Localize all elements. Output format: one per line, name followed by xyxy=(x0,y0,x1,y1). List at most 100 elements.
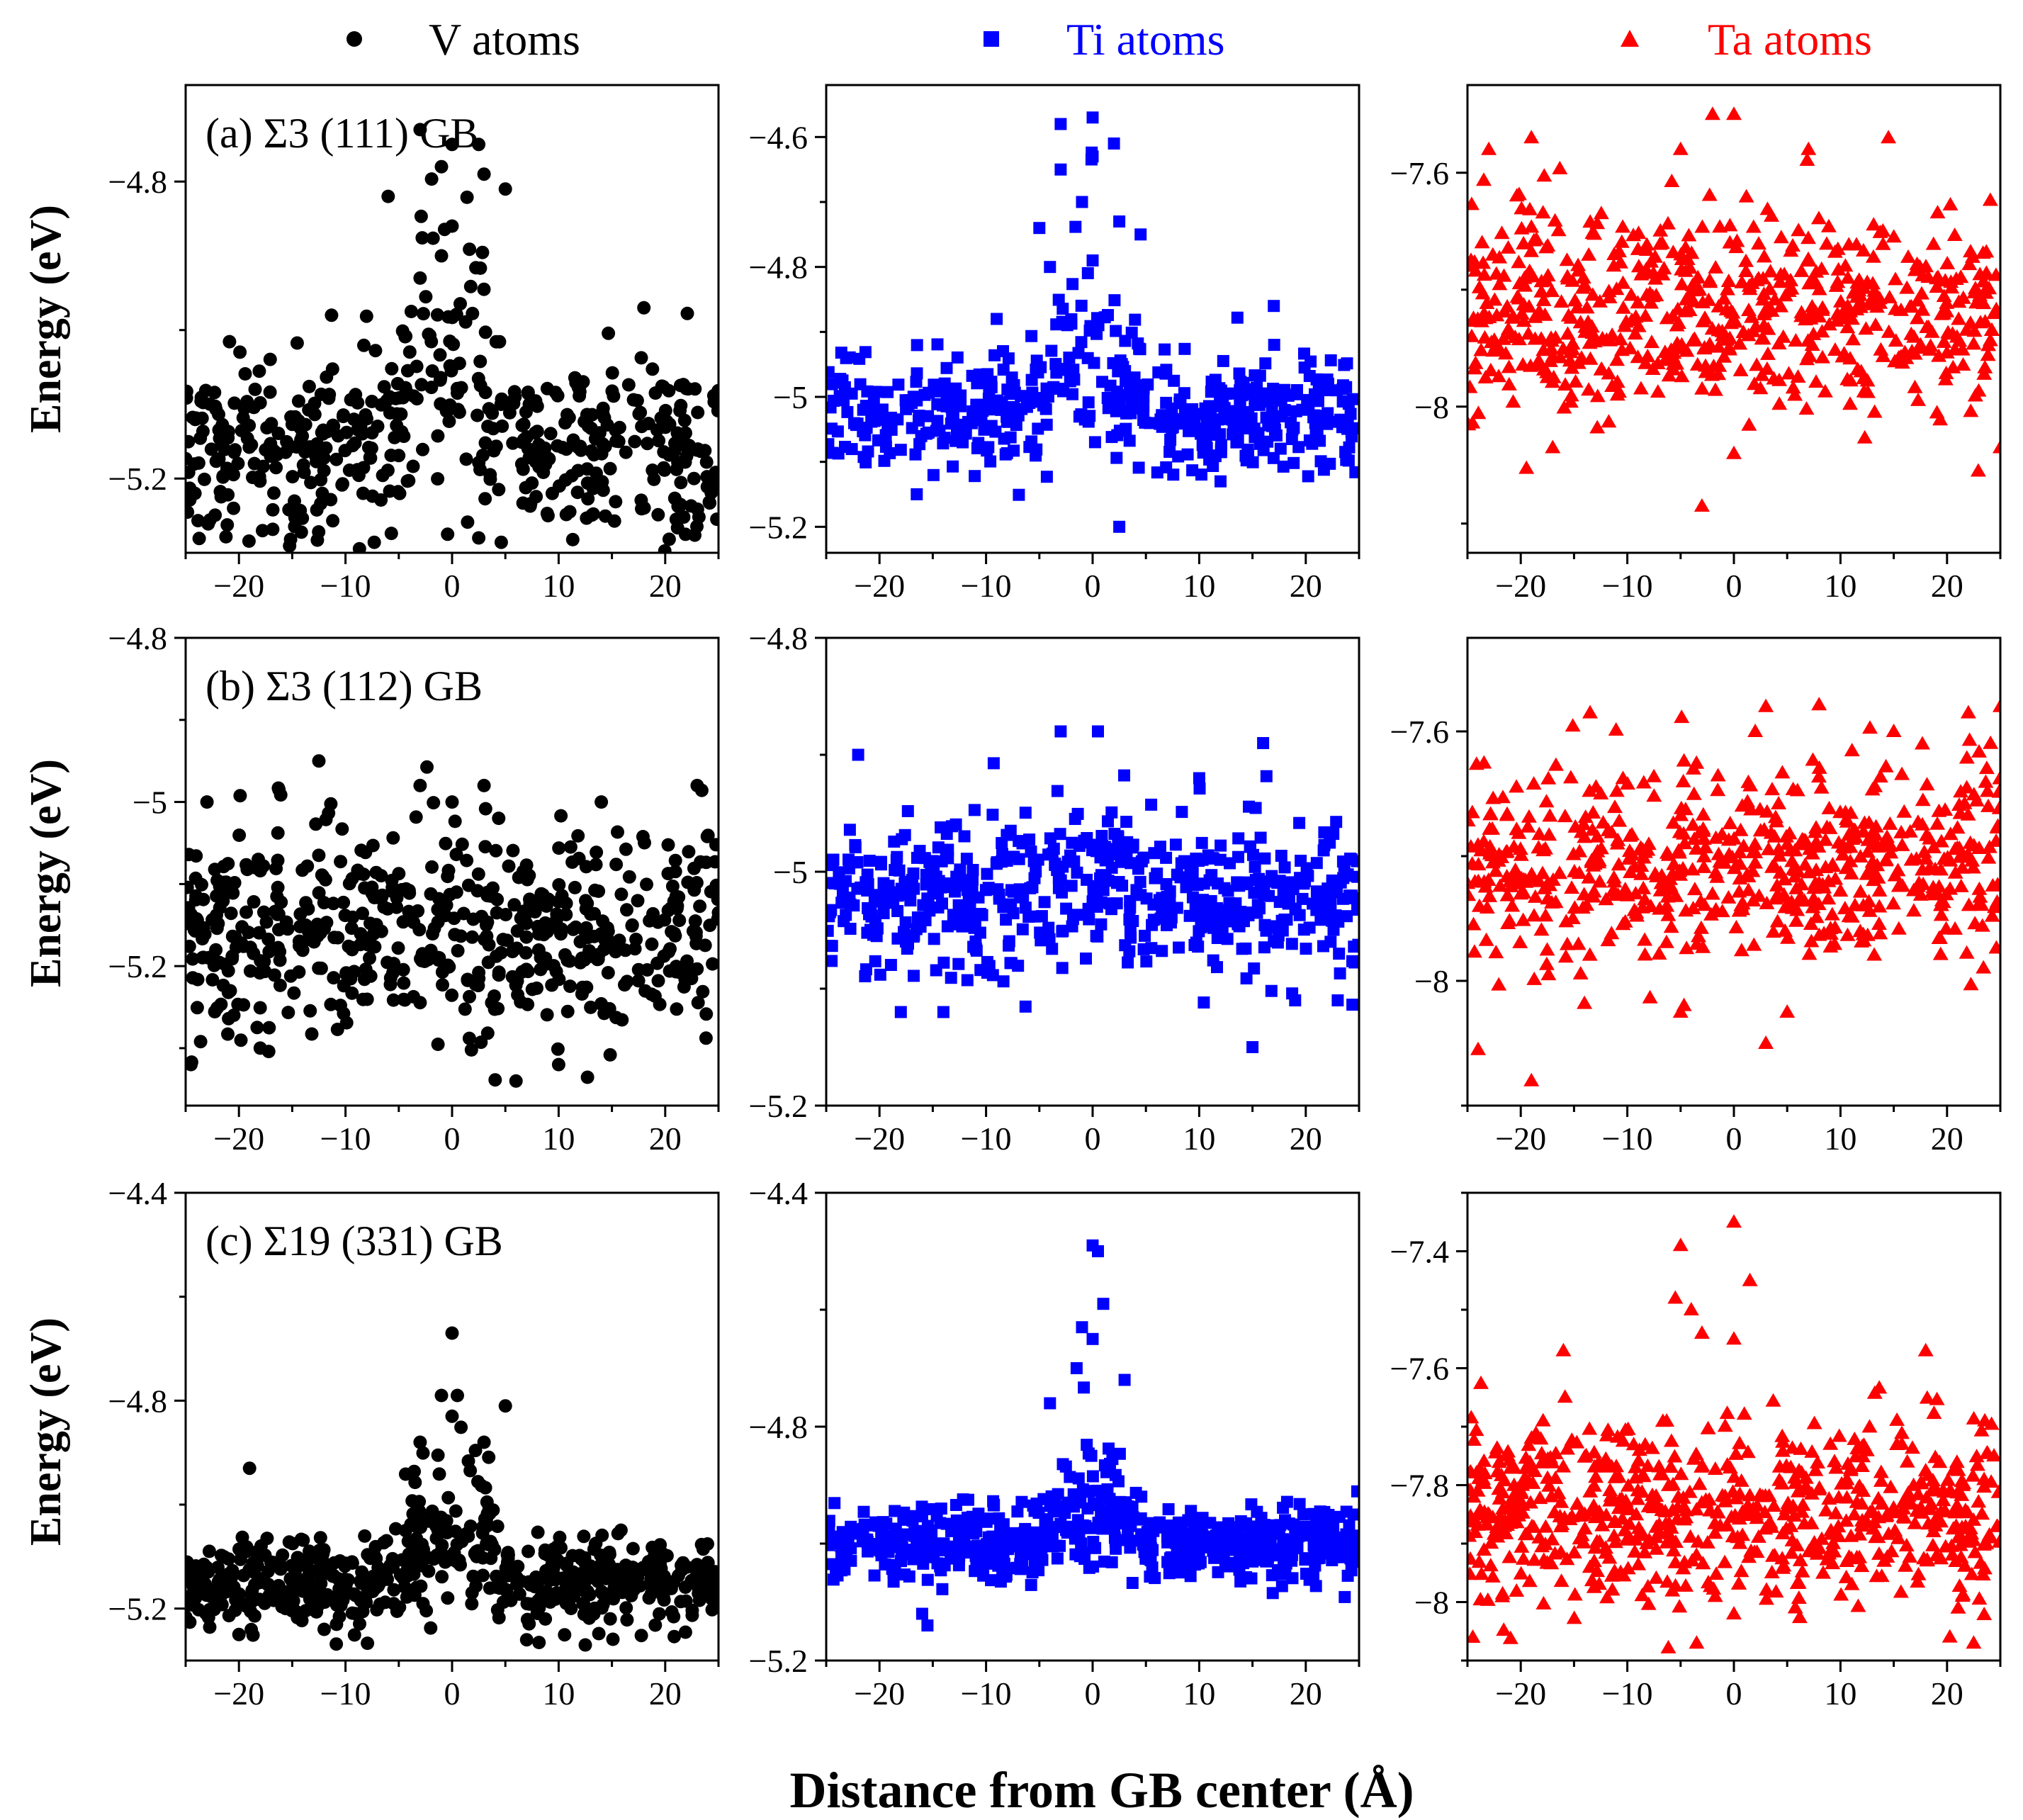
data-point xyxy=(303,926,317,940)
data-point xyxy=(1105,806,1118,819)
data-point xyxy=(1783,272,1799,286)
data-point xyxy=(1144,1554,1157,1566)
data-point xyxy=(496,933,510,947)
data-point xyxy=(1810,897,1827,911)
data-point xyxy=(509,978,523,992)
data-point xyxy=(1785,781,1801,795)
data-point xyxy=(1495,790,1511,804)
data-point xyxy=(1275,394,1287,407)
data-point xyxy=(1088,436,1101,449)
data-point xyxy=(540,381,554,395)
data-point xyxy=(1253,437,1266,450)
data-point xyxy=(615,1013,629,1027)
data-point xyxy=(1602,332,1618,347)
data-point xyxy=(1019,807,1032,819)
data-point xyxy=(1570,300,1585,314)
data-point xyxy=(1109,393,1122,406)
data-point xyxy=(475,449,490,462)
data-point xyxy=(1988,833,2000,847)
data-point xyxy=(302,379,316,393)
data-point xyxy=(1942,196,1959,210)
data-point xyxy=(988,349,1001,361)
data-point xyxy=(843,824,856,836)
data-point xyxy=(1728,919,1745,933)
data-point xyxy=(515,435,529,449)
data-point xyxy=(204,1590,218,1604)
data-point xyxy=(577,953,592,967)
data-point xyxy=(1076,196,1088,208)
data-point xyxy=(954,863,967,876)
data-point xyxy=(386,993,400,1007)
data-point xyxy=(965,909,977,921)
data-point xyxy=(1216,923,1229,936)
data-point xyxy=(1772,865,1788,879)
data-point xyxy=(1852,884,1869,898)
data-point xyxy=(865,910,878,923)
data-point xyxy=(1137,1538,1149,1551)
data-point xyxy=(1915,816,1930,831)
data-point xyxy=(1865,296,1881,310)
data-point xyxy=(426,927,439,941)
data-point xyxy=(342,877,356,891)
data-point xyxy=(1523,358,1538,372)
data-point xyxy=(1122,956,1134,969)
data-point xyxy=(1759,201,1776,215)
data-point xyxy=(1275,850,1287,862)
data-point xyxy=(1527,889,1543,903)
data-point xyxy=(303,440,317,454)
data-point xyxy=(1207,954,1219,967)
data-point xyxy=(921,1527,934,1539)
data-point xyxy=(345,986,359,1000)
data-point xyxy=(1830,262,1847,276)
data-point xyxy=(834,373,847,386)
data-point xyxy=(1277,460,1290,473)
data-point xyxy=(266,522,280,537)
data-point xyxy=(1581,247,1597,261)
data-point xyxy=(214,997,228,1011)
data-point xyxy=(678,455,692,469)
data-point xyxy=(1758,1035,1774,1049)
data-point xyxy=(1343,1519,1356,1532)
data-point xyxy=(240,395,254,409)
data-point xyxy=(1488,945,1504,959)
data-point xyxy=(253,1001,267,1015)
data-point xyxy=(1467,887,1477,901)
data-point xyxy=(228,1603,242,1617)
data-point xyxy=(1961,257,1978,271)
data-point xyxy=(478,325,492,339)
data-points xyxy=(1467,697,2000,1086)
data-point xyxy=(1754,367,1770,381)
data-point xyxy=(1720,274,1737,287)
panel-7: −20 −10 0 10 20−5.2−4.8−4.4 xyxy=(749,1175,1360,1712)
data-point xyxy=(1232,832,1245,845)
data-point xyxy=(904,894,917,906)
data-point xyxy=(329,452,344,466)
data-point xyxy=(1690,270,1706,284)
data-point xyxy=(252,853,265,867)
data-point xyxy=(1647,249,1663,263)
data-point xyxy=(670,901,684,916)
data-point xyxy=(648,386,663,400)
data-point xyxy=(863,855,876,867)
x-tick-label: 10 xyxy=(1183,1120,1215,1157)
data-point xyxy=(430,308,444,322)
data-point xyxy=(1766,858,1783,872)
data-point xyxy=(971,1564,984,1577)
data-point xyxy=(887,897,900,909)
data-point xyxy=(889,864,901,877)
data-point xyxy=(1246,1041,1259,1053)
data-point xyxy=(1203,400,1215,412)
data-point xyxy=(1767,809,1783,824)
data-point xyxy=(445,988,459,1002)
data-point xyxy=(619,1601,633,1615)
data-point xyxy=(1548,894,1564,909)
data-point xyxy=(391,941,405,955)
data-point xyxy=(1845,332,1861,346)
data-points xyxy=(826,1239,1359,1631)
data-point xyxy=(945,972,957,984)
data-point xyxy=(1839,270,1856,284)
data-point xyxy=(631,894,645,908)
data-point xyxy=(874,968,886,981)
data-point xyxy=(619,445,633,459)
data-point xyxy=(1710,782,1726,797)
